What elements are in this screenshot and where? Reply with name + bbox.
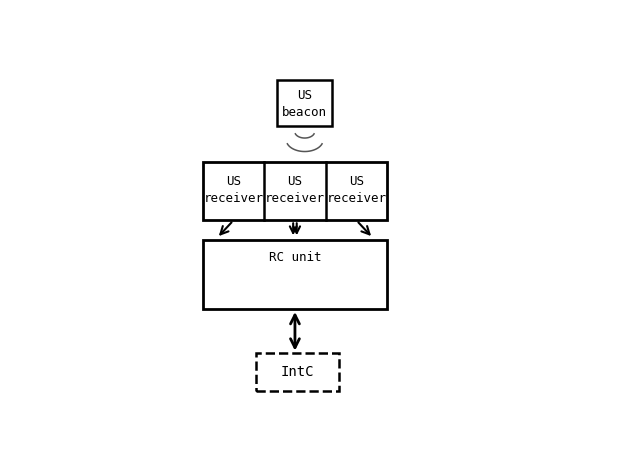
Text: beacon: beacon [282,106,327,118]
Text: US: US [297,89,312,102]
FancyBboxPatch shape [203,240,388,309]
Text: RC unit: RC unit [269,251,321,264]
FancyBboxPatch shape [203,162,388,220]
Text: receiver: receiver [326,192,386,206]
Text: receiver: receiver [203,192,263,206]
Text: receiver: receiver [265,192,325,206]
FancyBboxPatch shape [256,354,339,391]
Text: US: US [288,175,303,188]
Text: IntC: IntC [281,365,314,379]
FancyBboxPatch shape [277,80,332,126]
Text: US: US [349,175,364,188]
Text: US: US [226,175,241,188]
